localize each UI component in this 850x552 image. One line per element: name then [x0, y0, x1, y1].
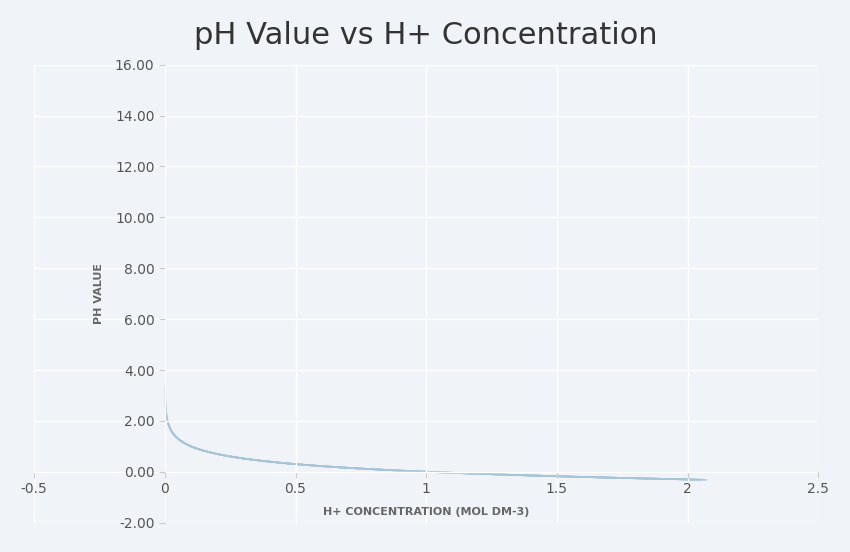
Y-axis label: PH VALUE: PH VALUE — [94, 263, 104, 324]
Title: pH Value vs H+ Concentration: pH Value vs H+ Concentration — [195, 21, 658, 50]
X-axis label: H+ CONCENTRATION (MOL DM-3): H+ CONCENTRATION (MOL DM-3) — [323, 507, 530, 517]
